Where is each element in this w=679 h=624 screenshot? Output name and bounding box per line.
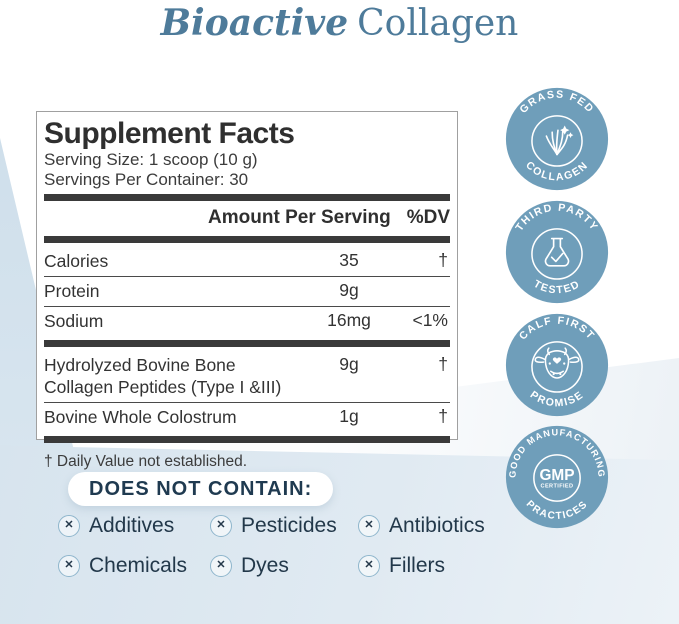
nutrient-dv: † — [438, 354, 448, 374]
list-item: ✕ Fillers — [358, 551, 533, 580]
nutrient-amount: 9g — [339, 354, 359, 374]
nutrient-amount: 9g — [339, 280, 359, 300]
nutrient-amount: 16mg — [327, 310, 371, 330]
badge-circle — [505, 313, 609, 417]
crossed-circle-icon: ✕ — [210, 514, 232, 537]
divider-thick — [44, 236, 450, 243]
nutrient-name: Calories — [44, 251, 109, 271]
amount-per-serving-header: Amount Per Serving — [208, 207, 391, 228]
nutrient-amount: 1g — [339, 406, 359, 426]
crossed-circle-icon: ✕ — [58, 554, 80, 577]
nutrient-dv: † — [438, 250, 448, 270]
gmp-certified-text: CERTIFIED — [541, 484, 574, 490]
nutrient-dv: † — [438, 406, 448, 426]
badge-circle — [505, 425, 609, 529]
excluded-ingredient: Pesticides — [241, 513, 337, 537]
nutrient-name: Protein — [44, 281, 100, 301]
table-row: Protein 9g — [44, 276, 450, 306]
crossed-circle-icon: ✕ — [58, 514, 80, 537]
flask-icon — [544, 237, 570, 267]
badge-circle — [505, 200, 609, 304]
excluded-ingredient: Additives — [89, 513, 175, 537]
badge-third-party-tested: THIRD PARTY TESTED — [504, 199, 610, 305]
crossed-circle-icon: ✕ — [358, 514, 380, 537]
facts-header-row: Amount Per Serving %DV — [44, 205, 450, 232]
dv-header: %DV — [406, 207, 450, 228]
svg-text:TESTED: TESTED — [531, 278, 582, 296]
divider-thick — [44, 194, 450, 201]
excluded-ingredient: Chemicals — [89, 553, 188, 577]
list-item: ✕ Pesticides — [210, 511, 358, 540]
excluded-ingredient: Antibiotics — [389, 513, 485, 537]
crossed-circle-icon: ✕ — [358, 554, 380, 577]
divider-thick — [44, 340, 450, 347]
does-not-contain-heading: DOES NOT CONTAIN: — [68, 472, 334, 506]
gmp-seal-icon: GMP CERTIFIED — [539, 467, 574, 490]
table-row: Bovine Whole Colostrum 1g † — [44, 402, 450, 432]
table-row: Calories 35 † — [44, 247, 450, 276]
list-item: ✕ Chemicals — [58, 551, 210, 580]
servings-per-container: Servings Per Container: 30 — [44, 170, 249, 189]
nutrient-dv: <1% — [412, 310, 448, 330]
crossed-circle-icon: ✕ — [210, 554, 232, 577]
divider-thick — [44, 436, 450, 443]
list-item: ✕ Dyes — [210, 551, 358, 580]
table-row: Sodium 16mg <1% — [44, 306, 450, 336]
badge-calf-first-promise: CALF FIRST PROMISE — [504, 312, 610, 418]
badge-gmp-practices: GOOD MANUFACTURING PRACTICES GMP CERTIFI… — [504, 424, 610, 530]
excluded-ingredient: Dyes — [241, 553, 289, 577]
nutrient-amount: 35 — [339, 250, 359, 270]
nutrient-name: Bovine Whole Colostrum — [44, 407, 237, 427]
dv-footnote: † Daily Value not established. — [44, 453, 248, 470]
brand-name-italic: Bioactive — [160, 2, 349, 44]
list-item: ✕ Additives — [58, 511, 210, 540]
page-title: Bioactive Collagen — [0, 0, 679, 47]
nutrient-name: Hydrolyzed Bovine Bone Collagen Peptides… — [44, 355, 282, 397]
supplement-facts-panel: Supplement Facts Serving Size: 1 scoop (… — [36, 111, 458, 470]
supplement-facts-heading: Supplement Facts — [44, 117, 295, 150]
calf-icon — [534, 347, 580, 379]
list-item: ✕ Antibiotics — [358, 511, 533, 540]
badge-grass-fed-collagen: GRASS FED COLLAGEN — [504, 86, 610, 192]
grass-icon — [545, 125, 574, 156]
nutrient-name: Sodium — [44, 311, 104, 331]
gmp-text: GMP — [539, 467, 574, 484]
badge-bottom-text: TESTED — [531, 278, 581, 296]
table-row: Hydrolyzed Bovine Bone Collagen Peptides… — [44, 351, 450, 402]
brand-name-regular: Collagen — [357, 3, 519, 44]
does-not-contain-list: ✕ Additives ✕ Pesticides ✕ Antibiotics ✕… — [58, 511, 533, 580]
excluded-ingredient: Fillers — [389, 553, 445, 577]
serving-size: Serving Size: 1 scoop (10 g) — [44, 150, 258, 169]
